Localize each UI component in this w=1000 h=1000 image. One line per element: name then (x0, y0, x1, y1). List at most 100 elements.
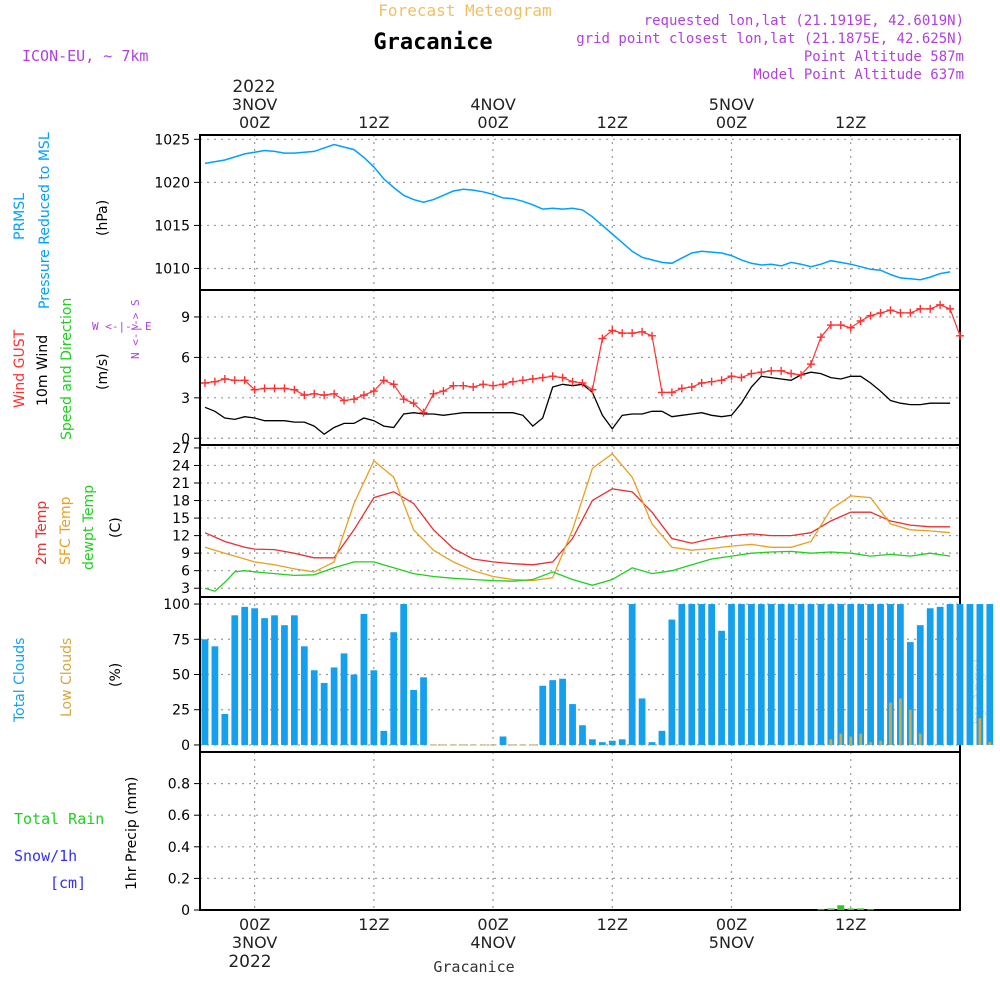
compass-ns: N <-|-> S (129, 299, 142, 359)
pressure-line (204, 143, 951, 281)
gust-marker (320, 391, 329, 400)
precip-unit: 1hr Precip (mm) (124, 777, 140, 890)
ytick-label: 0.6 (168, 808, 190, 824)
ytick-label: 0 (181, 903, 190, 919)
dewpoint-line (204, 550, 951, 592)
gust-marker (548, 372, 557, 381)
bottom-year: 2022 (228, 952, 271, 972)
total-clouds-bar (281, 625, 288, 745)
total-clouds-bar (261, 618, 268, 745)
bottom-hour-label: 00Z (239, 915, 270, 934)
total-clouds-bar (698, 604, 706, 745)
gust-marker (936, 300, 945, 309)
total-clouds-bar (241, 606, 249, 745)
total-clouds-bar (420, 677, 427, 745)
total-clouds-bar (549, 680, 557, 745)
precip-panel-labels: Total Rain Snow/1h [cm] 1hr Precip (mm) (14, 777, 140, 892)
gust-marker (578, 379, 587, 387)
total-clouds-bar (936, 606, 944, 745)
total-clouds-bar (211, 646, 219, 745)
total-clouds-bar (817, 604, 825, 745)
panel-frame (199, 289, 961, 446)
total-clouds-bar (718, 630, 725, 745)
gust-marker (399, 395, 408, 404)
model-altitude: Model Point Altitude 637m (753, 67, 964, 83)
total-clouds-bar (579, 725, 586, 745)
pressure-label-2: Pressure Reduced to MSL (37, 132, 53, 309)
total-clouds-bar (916, 625, 924, 745)
gust-marker (369, 387, 378, 396)
top-hour-label: 00Z (477, 113, 508, 132)
total-clouds-bar (251, 608, 259, 745)
total-clouds-bar (231, 615, 239, 745)
rain-bar (817, 909, 825, 911)
total-clouds-bar (966, 604, 974, 745)
bottom-hour-label: 12Z (835, 915, 866, 934)
gust-marker (340, 396, 349, 405)
temp-label-1: 2m Temp (34, 501, 50, 565)
total-clouds-bar (757, 604, 765, 745)
low-clouds-bar (879, 740, 882, 745)
ytick-label: 0.8 (168, 777, 190, 793)
low-clouds-bar (829, 739, 833, 745)
gust-marker (677, 384, 686, 393)
gust-marker (250, 385, 259, 394)
ytick-label: 21 (172, 476, 190, 492)
gust-marker (419, 408, 428, 417)
total-clouds-bar (638, 698, 646, 745)
panel-frame (199, 751, 961, 911)
total-clouds-bar (956, 604, 964, 745)
total-clouds-bar (827, 604, 835, 745)
low-clouds-bar (899, 698, 902, 745)
pressure-unit: (hPa) (95, 200, 111, 236)
total-clouds-bar (747, 604, 755, 745)
gust-marker (558, 373, 567, 382)
gust-marker (220, 374, 229, 383)
low-clouds-bar (839, 733, 843, 745)
temp-label-2: SFC Temp (58, 496, 74, 565)
total-clouds-bar (658, 730, 666, 745)
gust-marker (737, 373, 746, 382)
low-clouds-bar (908, 709, 912, 745)
top-hour-label: 00Z (716, 113, 747, 132)
gust-marker (916, 304, 925, 313)
ytick-label: 27 (172, 441, 190, 457)
pressure-panel-labels: PRMSL Pressure Reduced to MSL (hPa) (12, 132, 111, 309)
ytick-label: 100 (163, 597, 190, 613)
wind-label-1: Wind GUST (12, 329, 28, 408)
total-clouds-bar (738, 604, 745, 745)
total-clouds-bar (598, 742, 606, 745)
total-clouds-bar (807, 604, 815, 745)
gust-marker (638, 327, 647, 336)
total-clouds-bar (668, 619, 676, 745)
gust-marker (489, 381, 498, 390)
total-clouds-bar (400, 604, 408, 745)
total-clouds-bar (906, 642, 914, 745)
total-clouds-bar (867, 604, 874, 745)
ytick-label: 0 (181, 738, 190, 754)
rain-bar (837, 905, 845, 910)
total-clouds-bar (350, 674, 358, 745)
gust-marker (508, 377, 517, 386)
gust-marker (836, 321, 845, 330)
closest-coords: grid point closest lon,lat (21.1875E, 42… (576, 31, 964, 47)
ytick-label: 6 (181, 564, 190, 580)
total-clouds-bar (559, 678, 566, 745)
panel-frame (199, 134, 961, 291)
total-clouds-bar (728, 604, 735, 745)
total-clouds-bar (201, 639, 209, 745)
clouds-panel-labels: Total Clouds Low Clouds (%) (12, 638, 124, 723)
gust-marker (280, 384, 289, 393)
gust-marker (270, 384, 279, 393)
rain-label: Total Rain (14, 810, 104, 828)
gust-marker (499, 380, 508, 389)
total-clouds-bar (499, 736, 507, 745)
top-hour-label: 00Z (239, 113, 270, 132)
gust-marker (667, 388, 676, 397)
gust-marker (260, 384, 269, 393)
total-clouds-bar (777, 604, 785, 745)
gust-marker (628, 329, 637, 338)
gust-marker (906, 308, 915, 317)
point-altitude: Point Altitude 587m (804, 49, 964, 65)
